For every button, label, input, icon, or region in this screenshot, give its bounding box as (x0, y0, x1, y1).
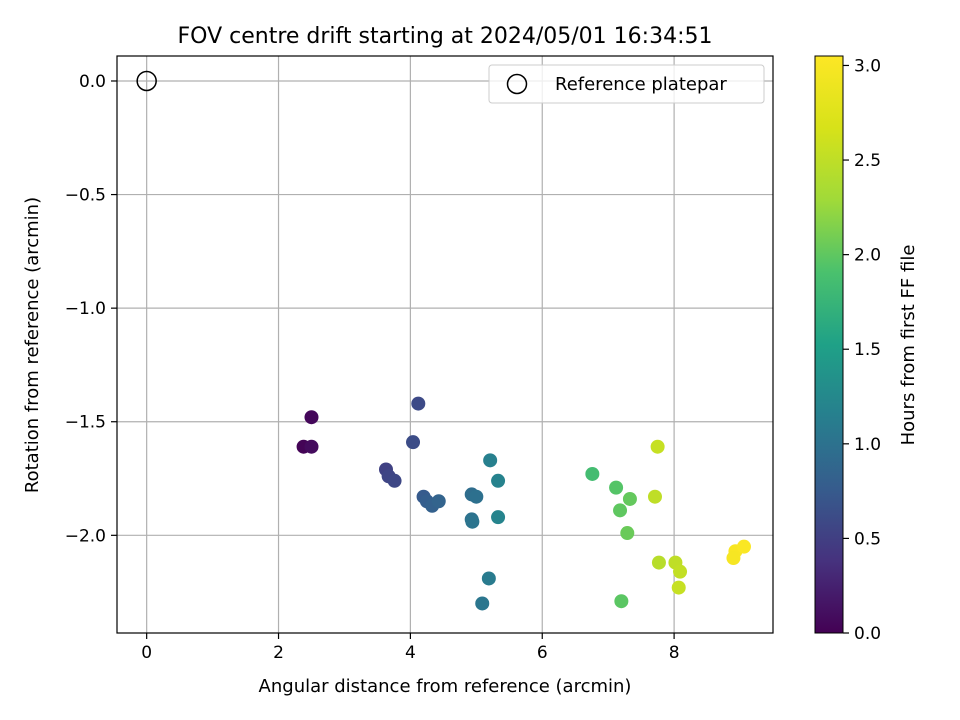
colorbar-tick-label: 1.0 (854, 435, 881, 455)
data-point (483, 453, 498, 468)
data-point (585, 466, 600, 481)
legend: Reference platepar (488, 64, 765, 104)
data-point (406, 435, 421, 450)
data-point (671, 580, 686, 595)
colorbar-frame (814, 55, 844, 634)
plot-frame (116, 55, 774, 634)
y-tick-label: −1.5 (65, 413, 106, 433)
y-tick-label: −0.5 (65, 186, 106, 206)
y-axis-ticks: 0.0 −0.5 −1.0 −1.5 −2.0 (65, 72, 117, 546)
colorbar-tick-label: 0.0 (854, 624, 881, 644)
data-point (387, 473, 402, 488)
data-point (465, 514, 480, 529)
colorbar-tick-label: 2.0 (854, 246, 881, 266)
reference-platepar-marker (136, 70, 157, 92)
x-tick-label: 2 (273, 643, 284, 663)
data-point (614, 594, 629, 609)
data-point (736, 539, 751, 554)
x-tick-label: 4 (405, 643, 416, 663)
legend-box (488, 64, 765, 104)
x-tick-label: 0 (141, 643, 152, 663)
y-tick-label: −1.0 (65, 299, 106, 319)
data-point (651, 555, 666, 570)
data-point (304, 410, 319, 425)
y-axis-label: Rotation from reference (arcmin) (22, 197, 43, 493)
data-point (411, 396, 426, 411)
y-tick-label: −2.0 (65, 526, 106, 546)
colorbar-label: Hours from first FF file (898, 245, 919, 446)
data-point (475, 596, 490, 611)
data-point (647, 489, 662, 504)
colorbar-tick-label: 0.5 (854, 529, 881, 549)
legend-marker-reference (506, 73, 528, 95)
data-points (136, 70, 751, 611)
colorbar-tick-label: 1.5 (854, 340, 881, 360)
data-point (491, 473, 506, 488)
legend-entry-reference: Reference platepar (555, 74, 727, 95)
colorbar-gradient (815, 56, 843, 633)
data-point (469, 489, 484, 504)
data-point (491, 510, 506, 525)
colorbar-tick-label: 2.5 (854, 151, 881, 171)
data-point (431, 494, 446, 509)
x-axis-label: Angular distance from reference (arcmin) (259, 676, 632, 697)
data-point (481, 571, 496, 586)
colorbar-tick-label: 3.0 (854, 56, 881, 76)
data-point (613, 503, 628, 518)
y-tick-label: 0.0 (79, 72, 106, 92)
data-point (620, 526, 635, 541)
grid (117, 56, 773, 633)
x-tick-label: 8 (669, 643, 680, 663)
colorbar: 0.0 0.5 1.0 1.5 2.0 2.5 3.0 Hours from first F… (814, 55, 919, 644)
x-axis-ticks: 0 2 4 6 8 (141, 633, 680, 663)
data-point (609, 480, 624, 495)
x-tick-label: 6 (537, 643, 548, 663)
data-point (673, 564, 688, 579)
data-point (622, 491, 637, 506)
data-point (304, 439, 319, 454)
data-point (650, 439, 665, 454)
data-point (726, 551, 741, 566)
colorbar-ticks: 0.0 0.5 1.0 1.5 2.0 2.5 3.0 (843, 56, 881, 644)
chart-title: FOV centre drift starting at 2024/05/01 … (178, 24, 713, 49)
